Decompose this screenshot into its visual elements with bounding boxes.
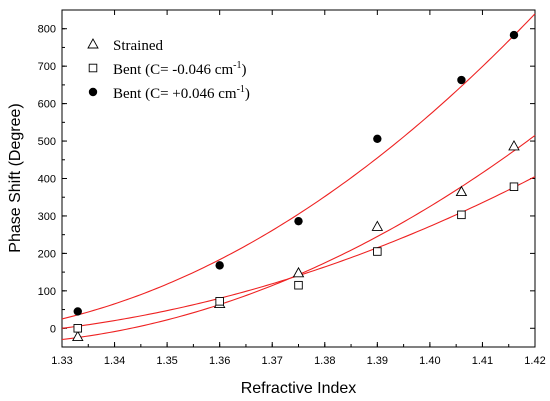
legend-label: Strained <box>113 38 163 54</box>
y-tick-label: 800 <box>38 24 56 36</box>
square-marker <box>215 297 224 306</box>
x-tick-label: 1.35 <box>156 355 177 367</box>
circle-marker <box>215 261 224 270</box>
fit-curve <box>61 134 536 341</box>
circle-marker <box>294 216 303 226</box>
x-tick-label: 1.33 <box>51 355 72 367</box>
y-tick-label: 600 <box>38 99 56 111</box>
y-axis-title: Phase Shift (Degree) <box>7 103 24 252</box>
y-tick-label: 500 <box>38 136 56 148</box>
plot-area <box>61 9 536 348</box>
y-tick-label: 700 <box>38 61 56 73</box>
triangle-marker <box>292 266 305 278</box>
x-tick-label: 1.37 <box>262 355 283 367</box>
y-tick-label: 0 <box>50 323 56 335</box>
circle-marker <box>373 134 382 144</box>
y-tick-label: 100 <box>38 286 56 298</box>
x-tick-label: 1.34 <box>104 355 125 367</box>
x-tick-label: 1.42 <box>524 355 545 367</box>
triangle-marker <box>72 330 84 341</box>
x-tick-label: 1.36 <box>209 355 230 367</box>
y-tick-label: 400 <box>38 174 56 186</box>
fit-curve <box>61 13 536 320</box>
square-marker <box>73 324 83 333</box>
circle-marker <box>88 87 98 97</box>
triangle-marker <box>455 185 468 197</box>
fit-curve <box>61 176 536 329</box>
legend: Strained Bent (C= -0.046 cm-1) Bent (C= +0… <box>87 38 250 102</box>
square-marker <box>509 182 519 191</box>
triangle-marker <box>371 220 384 231</box>
axis-ticks: 1.33 1.34 1.35 1.36 1.37 1.38 1.39 1.40 1.41 1.42… <box>38 9 546 367</box>
square-marker <box>294 280 303 290</box>
x-axis-title: Refractive Index <box>241 380 357 397</box>
circle-marker <box>509 30 519 40</box>
triangle-marker <box>508 139 520 151</box>
x-tick-label: 1.41 <box>472 355 493 367</box>
triangle-marker <box>87 38 99 49</box>
square-marker <box>373 247 382 256</box>
square-marker <box>457 210 466 220</box>
data-markers <box>72 30 520 341</box>
legend-label: Bent (C= -0.046 cm-1) <box>113 60 246 78</box>
x-tick-label: 1.39 <box>367 355 388 367</box>
legend-label: Bent (C= +0.046 cm-1) <box>113 84 250 102</box>
y-tick-label: 200 <box>38 248 56 260</box>
square-marker <box>88 63 98 73</box>
circle-marker <box>73 307 82 316</box>
x-tick-label: 1.38 <box>314 355 335 367</box>
y-tick-label: 300 <box>38 211 56 223</box>
x-tick-label: 1.40 <box>419 355 440 367</box>
circle-marker <box>457 75 466 85</box>
